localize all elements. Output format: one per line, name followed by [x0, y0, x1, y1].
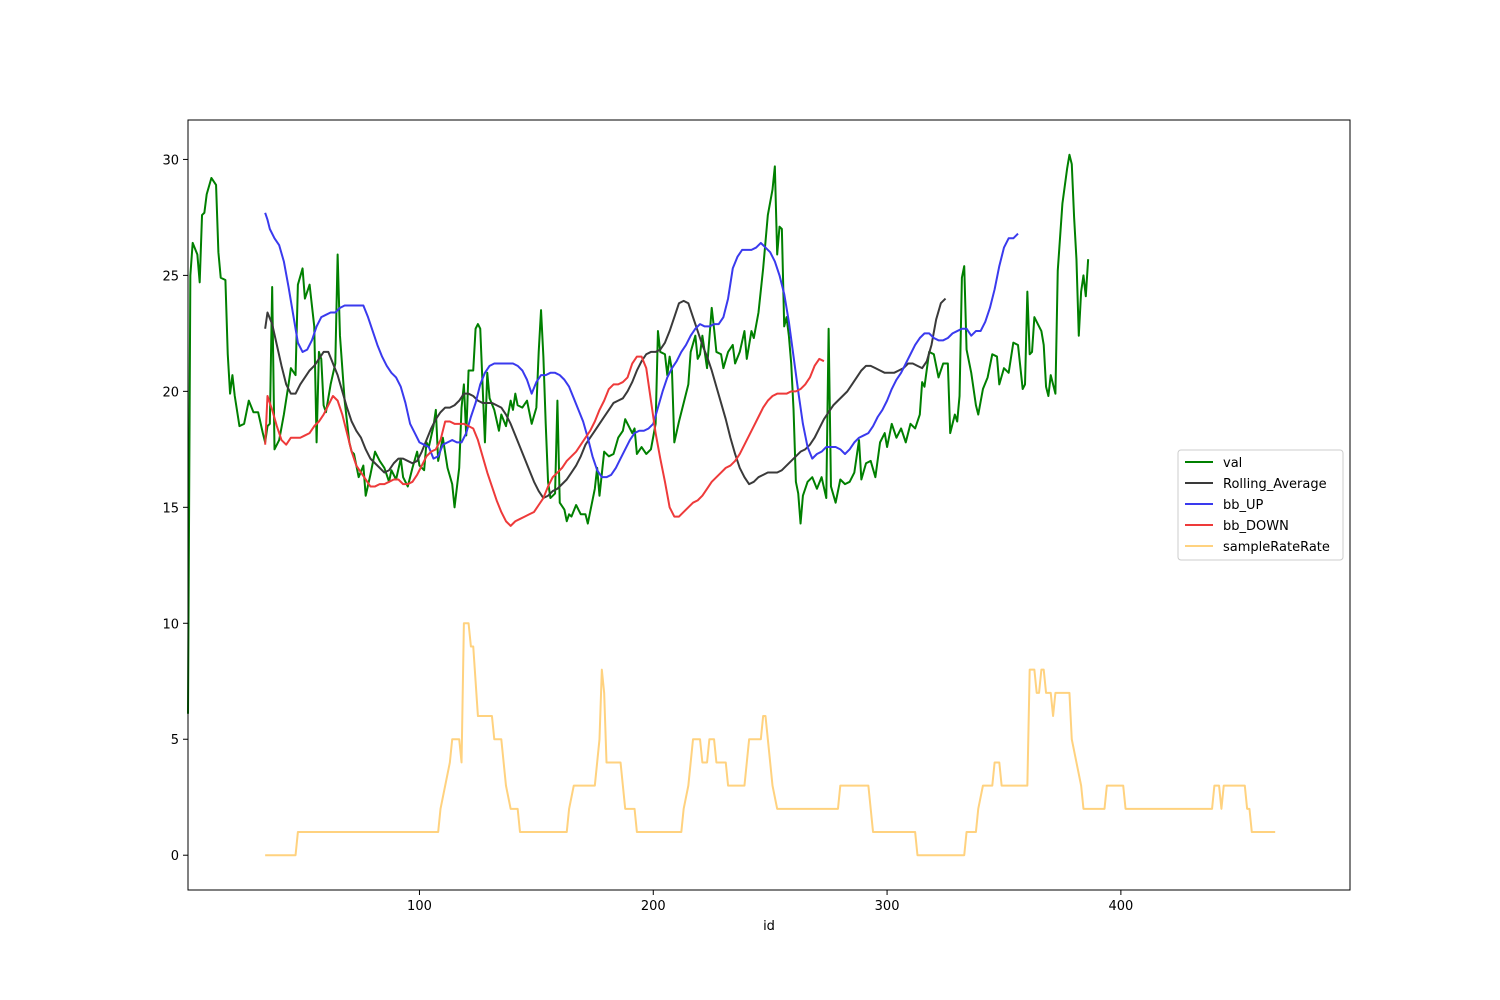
y-tick-label: 25: [162, 269, 179, 284]
y-axis: 0 5 10 15 20 25 30: [162, 153, 188, 864]
series-line-rolling-average: [264, 297, 947, 500]
series-layer: [187, 153, 1276, 857]
x-tick-label: 200: [641, 899, 666, 914]
legend-label: bb_DOWN: [1223, 519, 1289, 534]
y-tick-label: 30: [162, 153, 179, 168]
x-axis: 100 200 300 400: [407, 890, 1133, 914]
y-tick-label: 0: [171, 849, 179, 864]
series-line-bb-up: [264, 212, 1019, 479]
x-tick-label: 300: [875, 899, 900, 914]
y-tick-label: 15: [162, 501, 179, 516]
legend-label: sampleRateRate: [1223, 540, 1330, 555]
y-tick-label: 10: [162, 617, 179, 632]
series-line-val: [187, 153, 1090, 714]
legend: val Rolling_Average bb_UP bb_DOWN sampleRate…: [1177, 449, 1344, 561]
plot-area: [187, 119, 1351, 891]
y-tick-label: 20: [162, 385, 179, 400]
legend-label: val: [1223, 456, 1242, 471]
axes-frame: [187, 119, 1351, 891]
legend-label: bb_UP: [1223, 498, 1264, 513]
y-tick-label: 5: [171, 733, 179, 748]
x-tick-label: 100: [407, 899, 432, 914]
series-line-sampleraterate: [265, 622, 1276, 857]
legend-box: [1177, 449, 1344, 561]
x-tick-label: 400: [1108, 899, 1133, 914]
legend-label: Rolling_Average: [1223, 477, 1327, 492]
series-line-bb-down: [264, 355, 825, 527]
x-axis-label: id: [763, 919, 775, 934]
